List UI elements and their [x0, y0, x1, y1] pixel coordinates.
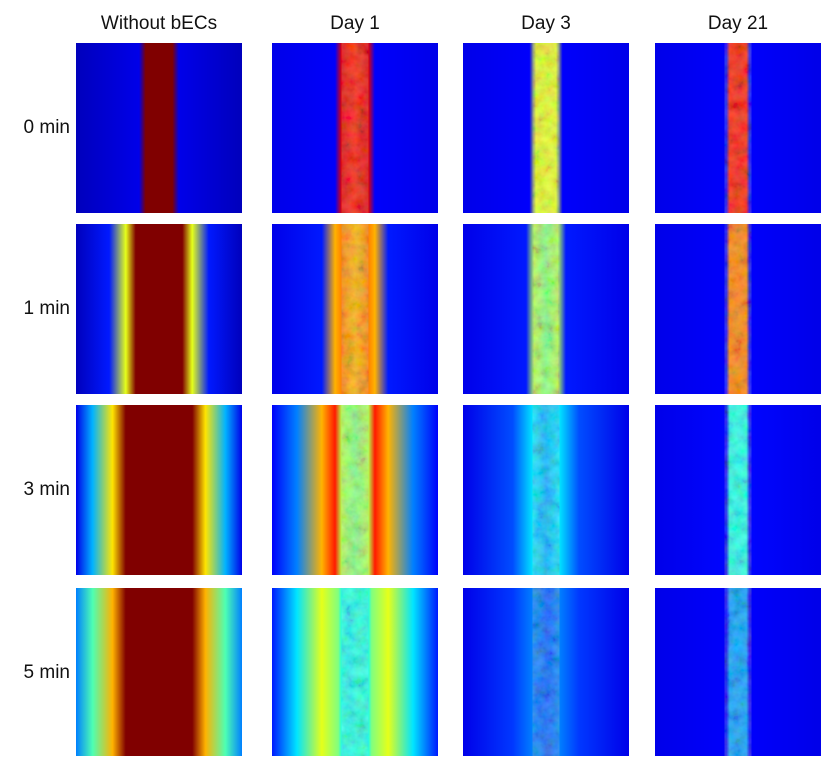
column-header: Day 3: [521, 13, 571, 34]
column-header: Day 1: [330, 13, 380, 34]
channel-texture: [532, 588, 560, 756]
channel-texture: [724, 588, 752, 756]
channel-texture: [341, 405, 369, 575]
heatmap-panel: [76, 224, 242, 394]
row-label: 1 min: [24, 298, 70, 319]
channel-texture: [532, 43, 560, 213]
channel-texture: [532, 224, 560, 394]
row-label: 5 min: [24, 662, 70, 683]
heatmap-panel: [76, 43, 242, 213]
row-label: 0 min: [24, 117, 70, 138]
heatmap-panel: [76, 588, 242, 756]
channel-texture: [724, 224, 752, 394]
channel-texture: [724, 43, 752, 213]
channel-texture: [341, 43, 369, 213]
channel-texture: [341, 224, 369, 394]
heatmap-panel: [76, 405, 242, 575]
row-label: 3 min: [24, 479, 70, 500]
column-header: Without bECs: [101, 13, 217, 34]
column-header: Day 21: [708, 13, 768, 34]
channel-texture: [724, 405, 752, 575]
channel-texture: [341, 588, 369, 756]
channel-texture: [532, 405, 560, 575]
